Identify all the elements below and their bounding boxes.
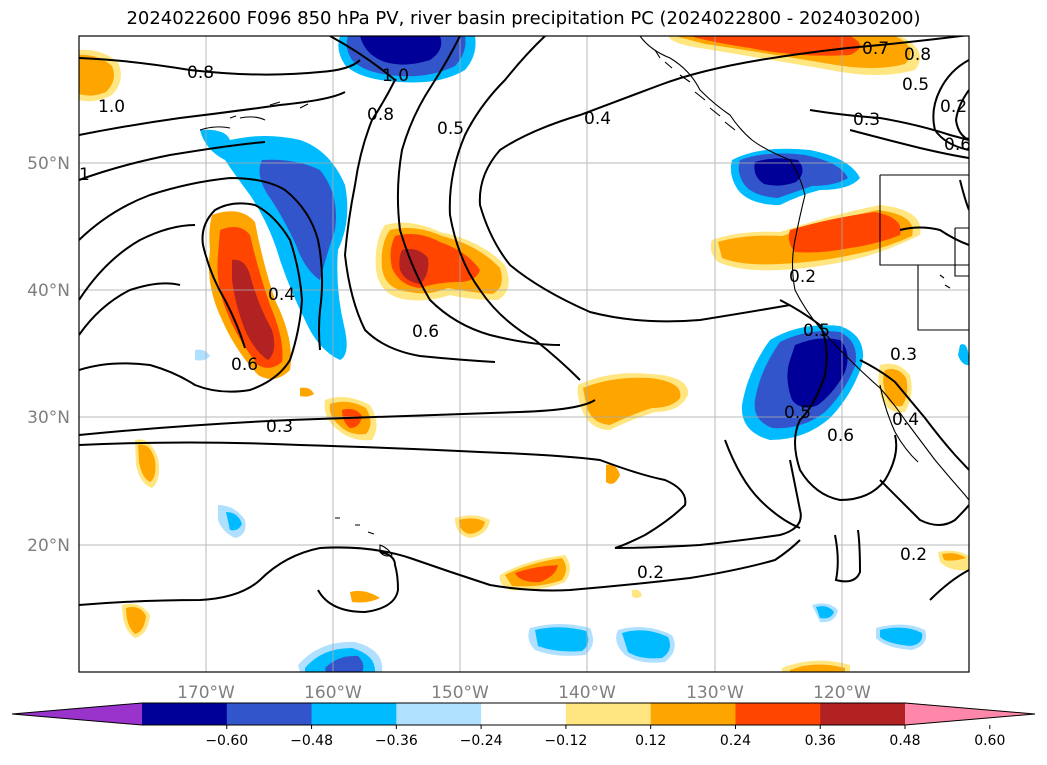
contour-label: 0.6 <box>231 355 258 375</box>
lon-label: 140°W <box>558 683 616 703</box>
contour-label: 1 <box>79 165 90 185</box>
colorbar-segment <box>396 703 482 725</box>
colorbar-tick-label: 0.12 <box>635 733 666 749</box>
coastlines <box>199 36 969 557</box>
lat-label: 30°N <box>27 408 70 428</box>
contour-label: 0.5 <box>902 75 929 95</box>
colorbar-tick-label: −0.36 <box>375 733 418 749</box>
orange-blob-top-left <box>79 49 121 102</box>
colorbar-segment <box>142 703 228 725</box>
lat-label: 40°N <box>27 281 70 301</box>
precip-shading <box>79 36 969 672</box>
colorbar-segment <box>565 703 652 725</box>
contour-label: 0.3 <box>890 345 917 365</box>
contour-label: 0.2 <box>940 97 967 117</box>
contour-label: 0.5 <box>803 321 830 341</box>
colorbar-extend-high <box>905 703 1035 725</box>
contour-label: 0.2 <box>789 267 816 287</box>
contour-label: 0.5 <box>784 403 811 423</box>
lon-label: 130°W <box>686 683 744 703</box>
map-title: 2024022600 F096 850 hPa PV, river basin … <box>126 8 921 29</box>
colorbar-outline <box>11 702 1036 726</box>
colorbar-segment <box>650 703 736 725</box>
colorbar-tick-label: −0.60 <box>205 733 248 749</box>
colorbar-extend-low <box>12 703 142 725</box>
contour-label: 0.6 <box>827 426 854 446</box>
colorbar: −0.60 −0.48 −0.36 −0.24 −0.12 0.12 0.24 0.36 0.4… <box>11 702 1036 749</box>
blue-blob-california <box>741 325 864 440</box>
colorbar-segment <box>226 703 313 725</box>
lon-label: 120°W <box>813 683 871 703</box>
colorbar-tick-label: 0.24 <box>720 733 751 749</box>
map-panel: 0.8 1.0 0.8 0.5 0.4 0.7 0.8 0.5 0.3 1.0 … <box>79 36 971 672</box>
colorbar-tick-label: 0.36 <box>805 733 836 749</box>
map-frame <box>78 35 970 673</box>
contour-label: 0.3 <box>853 110 880 130</box>
contour-label: 0.4 <box>584 109 611 129</box>
colorbar-tick-label: −0.48 <box>290 733 333 749</box>
colorbar-tick-label: −0.24 <box>460 733 503 749</box>
orange-red-tongue-west <box>208 211 291 379</box>
contour-label: 0.8 <box>187 63 214 83</box>
contour-label: 0.6 <box>412 322 439 342</box>
contour-label: 0.8 <box>904 45 931 65</box>
contour-label: 0.2 <box>900 545 927 565</box>
contour-label: 0.2 <box>637 563 664 583</box>
colorbar-segment <box>820 703 906 725</box>
contour-label: 0.4 <box>892 410 919 430</box>
lat-label: 50°N <box>27 154 70 174</box>
orange-red-blob-17n <box>499 555 570 591</box>
contour-label: 1.0 <box>98 97 125 117</box>
gridlines <box>79 36 969 672</box>
contour-label: 0.5 <box>437 119 464 139</box>
contour-label: 0.8 <box>367 105 394 125</box>
lon-axis-labels: 170°W 160°W 150°W 140°W 130°W 120°W <box>177 683 871 703</box>
lon-label: 150°W <box>431 683 489 703</box>
contour-label: 0.7 <box>862 39 889 59</box>
contour-label: 0.3 <box>266 417 293 437</box>
colorbar-segment <box>311 703 397 725</box>
orange-red-band-pnw <box>710 205 921 271</box>
colorbar-tick-label: −0.12 <box>544 733 587 749</box>
colorbar-tick-label: 0.48 <box>889 733 920 749</box>
lat-label: 20°N <box>27 536 70 556</box>
colorbar-tick-label: 0.60 <box>974 733 1005 749</box>
pv-contour-labels: 0.8 1.0 0.8 0.5 0.4 0.7 0.8 0.5 0.3 1.0 … <box>79 39 971 583</box>
contour-label: 1.0 <box>382 66 409 86</box>
colorbar-segment <box>735 703 821 725</box>
lon-label: 170°W <box>177 683 235 703</box>
contour-label: 0.4 <box>268 285 295 305</box>
orange-blob-mid-pacific <box>577 373 689 430</box>
lat-axis-labels: 50°N 40°N 30°N 20°N <box>27 154 70 556</box>
contour-label: 0.6 <box>944 135 971 155</box>
pv-contours <box>79 36 969 614</box>
lon-label: 160°W <box>304 683 362 703</box>
colorbar-segment <box>481 703 567 725</box>
